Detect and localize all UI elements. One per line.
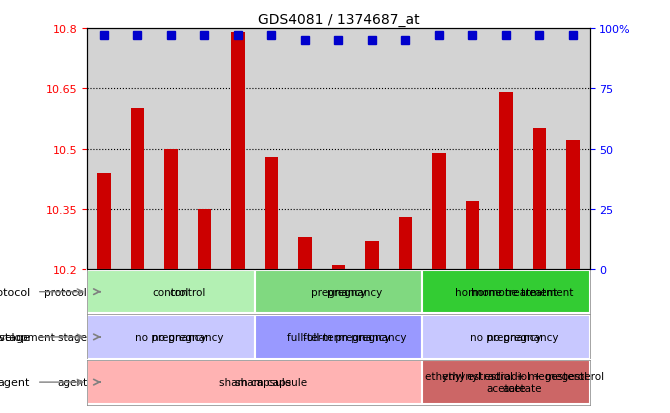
FancyBboxPatch shape [104,360,439,405]
FancyBboxPatch shape [271,315,439,360]
FancyBboxPatch shape [271,269,439,315]
FancyBboxPatch shape [422,316,590,359]
Text: no pregnancy: no pregnancy [152,332,223,342]
Text: sham capsule: sham capsule [235,377,308,387]
Text: agent: agent [0,377,30,387]
Text: protocol: protocol [0,287,30,297]
FancyBboxPatch shape [439,269,606,315]
FancyBboxPatch shape [104,315,271,360]
Bar [298,237,312,269]
Title: GDS4081 / 1374687_at: GDS4081 / 1374687_at [257,12,419,26]
Text: development stage: development stage [0,332,30,342]
Bar [131,109,144,269]
Text: sham capsule: sham capsule [218,377,291,387]
FancyBboxPatch shape [439,360,606,405]
Bar [365,241,379,269]
Text: no pregnancy: no pregnancy [135,332,206,342]
Bar [566,141,580,269]
Bar [265,157,278,269]
Text: development stage: development stage [0,332,87,342]
Text: pregnancy: pregnancy [328,287,383,297]
Bar [198,209,211,269]
Text: pregnancy: pregnancy [311,287,366,297]
Text: agent: agent [57,377,87,387]
Text: no pregnancy: no pregnancy [470,332,541,342]
Bar [533,129,546,269]
Text: control: control [170,287,206,297]
Text: ethynyl estradiol + megesterol
acetate: ethynyl estradiol + megesterol acetate [425,371,587,393]
Bar [432,153,446,269]
FancyBboxPatch shape [87,361,422,404]
FancyBboxPatch shape [255,271,422,313]
Text: full-term pregnancy: full-term pregnancy [304,332,407,342]
Bar [231,33,245,269]
Text: hormone treatment: hormone treatment [472,287,574,297]
FancyBboxPatch shape [422,271,590,313]
Bar [466,201,479,269]
FancyBboxPatch shape [422,361,590,404]
FancyBboxPatch shape [439,315,606,360]
Bar [97,173,111,269]
FancyBboxPatch shape [255,316,422,359]
Text: protocol: protocol [44,287,87,297]
Bar [164,149,178,269]
Text: ethynyl estradiol + megesterol
acetate: ethynyl estradiol + megesterol acetate [442,371,604,393]
Bar [499,93,513,269]
Text: full-term pregnancy: full-term pregnancy [287,332,390,342]
FancyBboxPatch shape [87,271,255,313]
FancyBboxPatch shape [87,316,255,359]
Text: control: control [153,287,189,297]
Bar [399,217,412,269]
Text: hormone treatment: hormone treatment [455,287,557,297]
FancyBboxPatch shape [104,269,271,315]
Text: no pregnancy: no pregnancy [487,332,558,342]
Bar [332,266,345,269]
